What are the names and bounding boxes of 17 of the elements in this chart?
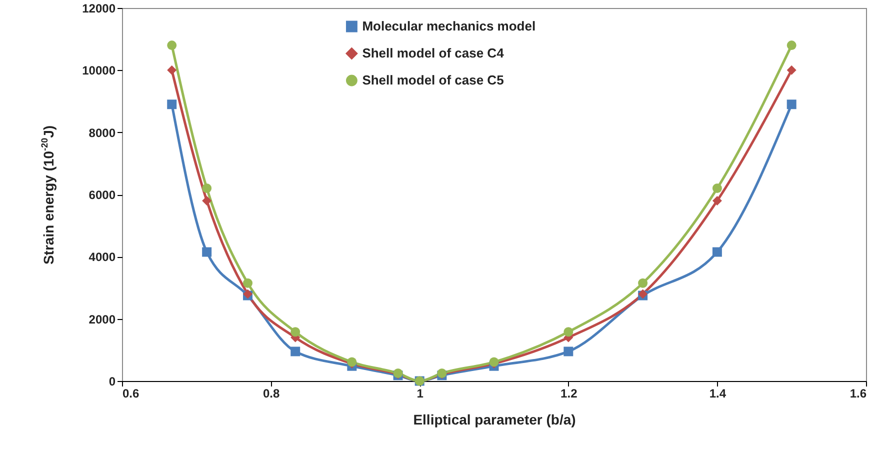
y-tick-label: 6000 xyxy=(88,188,116,202)
legend-label: Shell model of case C5 xyxy=(362,72,504,88)
x-tick-label: 0.8 xyxy=(262,386,280,400)
y-tick-label: 0 xyxy=(108,374,116,388)
y-tick-label: 12000 xyxy=(82,2,116,16)
y-tick-label: 2000 xyxy=(88,312,116,326)
x-tick-label: 1 xyxy=(416,386,424,400)
x-tick-label: 1.4 xyxy=(709,386,726,400)
legend-label: Molecular mechanics model xyxy=(362,18,536,34)
legend-label: Shell model of case C4 xyxy=(362,46,505,60)
y-tick-label: 10000 xyxy=(82,64,116,78)
x-axis-title: Elliptical parameter (b/a) xyxy=(413,412,576,428)
y-tick-label: 8000 xyxy=(88,126,116,140)
x-tick-label: 1.2 xyxy=(560,386,578,400)
x-tick-label: 1.6 xyxy=(850,386,867,400)
y-tick-label: 4000 xyxy=(88,250,116,264)
x-tick-label: 0.6 xyxy=(122,386,140,400)
